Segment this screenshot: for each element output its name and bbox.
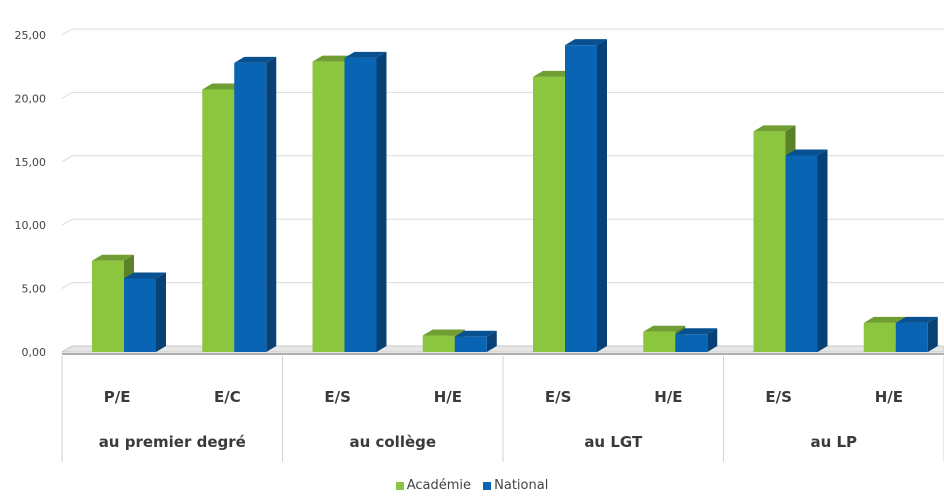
bar-side xyxy=(486,330,497,352)
bar-national xyxy=(675,334,708,352)
legend-item-academie: Académie xyxy=(395,478,471,493)
bar-top xyxy=(895,316,938,323)
legend-label-academie: Académie xyxy=(406,478,471,493)
x-category-label: E/C xyxy=(214,388,241,406)
bar-top xyxy=(202,83,245,90)
bar-top xyxy=(565,39,607,46)
bar-national xyxy=(785,155,818,352)
bar-side xyxy=(927,316,938,352)
bar-top xyxy=(675,328,718,335)
bar-académie xyxy=(312,61,345,353)
x-group-label: au LGT xyxy=(584,433,643,451)
y-tick-label: 10,00 xyxy=(15,219,47,232)
y-tick-label: 15,00 xyxy=(15,156,47,169)
x-group-label: au LP xyxy=(810,433,857,451)
x-category-label: H/E xyxy=(654,388,682,406)
x-category-label: P/E xyxy=(104,388,131,406)
x-category-label: E/S xyxy=(324,388,351,406)
gridline-depth xyxy=(61,155,73,163)
bar-académie xyxy=(202,89,235,353)
bar-side xyxy=(156,272,166,352)
bar-top xyxy=(312,55,355,62)
gridline-depth xyxy=(61,218,73,226)
bar-top xyxy=(92,254,134,261)
bar-académie xyxy=(533,76,565,353)
bar-side xyxy=(817,149,828,352)
bar-chart: 0,00 5,00 10,00 15,00 20,00 25,00 P/E E/C E/S H/E… xyxy=(15,28,944,462)
bar-académie xyxy=(863,322,896,352)
bar-national xyxy=(454,336,487,352)
bar-top xyxy=(422,329,465,336)
x-group-label: au premier degré xyxy=(99,433,246,451)
bar-top xyxy=(234,56,277,63)
bar-side xyxy=(376,51,387,352)
bar-side xyxy=(707,328,718,352)
gridline-depth xyxy=(61,28,73,36)
x-group-label: au collège xyxy=(349,433,436,451)
bar-académie xyxy=(92,260,124,352)
y-tick-label: 5,00 xyxy=(22,283,47,296)
legend-label-national: National xyxy=(494,478,549,493)
bar-national xyxy=(234,62,267,353)
bar-top xyxy=(863,316,906,323)
bar-national xyxy=(895,322,928,352)
bar-académie xyxy=(422,335,455,352)
legend: Académie National xyxy=(0,478,944,494)
bar-national xyxy=(565,45,597,352)
x-category-label: H/E xyxy=(875,388,903,406)
bar-top xyxy=(344,51,387,58)
bar-top xyxy=(454,330,497,337)
bar-académie xyxy=(643,331,676,352)
legend-swatch-academie xyxy=(395,481,404,490)
legend-swatch-national xyxy=(483,481,492,490)
y-tick-label: 25,00 xyxy=(15,29,47,42)
bar-national xyxy=(124,278,156,352)
bar-top xyxy=(753,125,796,132)
legend-item-national: National xyxy=(483,478,548,493)
bar-top xyxy=(124,272,166,279)
y-tick-label: 0,00 xyxy=(22,346,47,359)
gridline-depth xyxy=(61,282,73,290)
bar-académie xyxy=(753,131,786,352)
bar-top xyxy=(785,149,828,156)
x-category-label: E/S xyxy=(765,388,792,406)
bar-top xyxy=(643,325,686,332)
x-category-label: E/S xyxy=(545,388,572,406)
bar-top xyxy=(533,70,575,77)
gridline-depth xyxy=(61,91,73,99)
bar-national xyxy=(344,57,377,352)
x-category-label: H/E xyxy=(434,388,462,406)
bar-side xyxy=(597,39,607,352)
y-tick-label: 20,00 xyxy=(15,92,47,105)
bar-side xyxy=(266,56,277,353)
